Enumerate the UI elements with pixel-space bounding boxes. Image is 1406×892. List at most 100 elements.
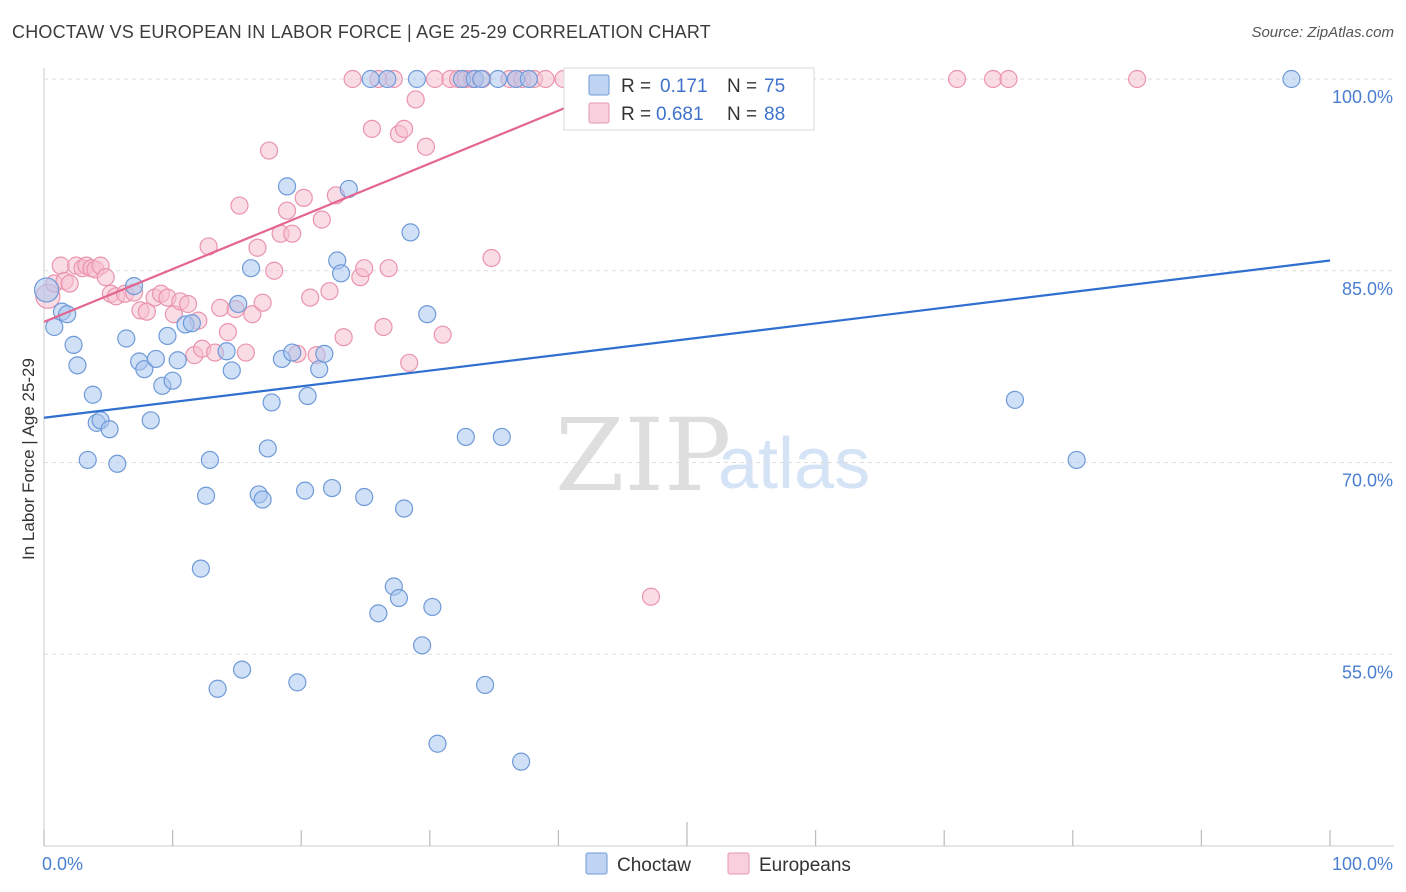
europeans-point xyxy=(362,119,382,138)
choctaw-points xyxy=(33,69,1301,771)
choctaw-point xyxy=(369,604,388,623)
choctaw-point xyxy=(418,305,437,324)
choctaw-point xyxy=(1282,69,1301,89)
europeans-point xyxy=(253,293,272,312)
europeans-point xyxy=(536,69,555,89)
europeans-point xyxy=(425,69,445,89)
europeans-point xyxy=(96,268,115,287)
choctaw-point xyxy=(456,427,475,447)
choctaw-point xyxy=(83,385,102,404)
europeans-point xyxy=(243,305,262,324)
choctaw-point xyxy=(512,752,531,771)
choctaw-point xyxy=(492,427,511,447)
choctaw-point xyxy=(168,351,187,370)
legend-r-label-europeans: R = xyxy=(621,104,651,125)
series-legend: Choctaw Europeans xyxy=(585,852,851,876)
europeans-point xyxy=(406,90,425,109)
choctaw-point xyxy=(200,450,219,470)
choctaw-point xyxy=(355,487,374,507)
source-label: Source: ZipAtlas.com xyxy=(1251,24,1394,41)
choctaw-point xyxy=(488,69,508,89)
europeans-point xyxy=(999,69,1018,89)
choctaw-point xyxy=(141,411,160,430)
europeans-point xyxy=(379,259,398,278)
europeans-point xyxy=(283,224,302,243)
choctaw-point xyxy=(428,734,447,753)
europeans-point xyxy=(394,119,414,138)
europeans-point xyxy=(236,343,256,362)
chart-title: CHOCTAW VS EUROPEAN IN LABOR FORCE | AGE… xyxy=(12,22,711,42)
x-tick-label-min: 0.0% xyxy=(42,854,83,874)
choctaw-point xyxy=(475,675,495,695)
y-tick-label-70: 70.0% xyxy=(1342,471,1393,491)
legend-r-value-europeans: 0.681 xyxy=(656,104,704,125)
europeans-point xyxy=(343,69,362,89)
europeans-points xyxy=(35,69,1147,606)
choctaw-point xyxy=(196,486,216,505)
choctaw-point xyxy=(423,597,442,617)
choctaw-point xyxy=(1005,390,1025,409)
europeans-point xyxy=(947,69,967,89)
choctaw-point xyxy=(262,393,281,412)
legend-n-label-europeans: N = xyxy=(727,104,757,125)
choctaw-point xyxy=(315,344,334,363)
bottom-legend-swatch-europeans xyxy=(727,852,750,875)
legend-n-value-europeans: 88 xyxy=(764,104,785,125)
choctaw-point xyxy=(519,69,538,89)
legend-swatch-choctaw xyxy=(588,74,610,96)
choctaw-point xyxy=(33,277,60,303)
y-tick-label-85: 85.0% xyxy=(1342,279,1393,299)
choctaw-point xyxy=(277,177,297,196)
europeans-point xyxy=(60,274,79,293)
legend-n-label-choctaw: N = xyxy=(727,76,757,97)
choctaw-point xyxy=(146,349,165,369)
choctaw-point xyxy=(288,673,307,692)
legend-n-value-choctaw: 75 xyxy=(764,76,785,97)
y-axis-tick-labels: 100.0% 85.0% 70.0% 55.0% xyxy=(1332,87,1393,682)
choctaw-point xyxy=(64,335,83,354)
choctaw-point xyxy=(208,679,227,698)
y-tick-label-55: 55.0% xyxy=(1342,662,1393,682)
choctaw-point xyxy=(68,356,87,375)
choctaw-point xyxy=(135,360,154,379)
correlation-legend: R = 0.171 N = 75 R = 0.681 N = 88 xyxy=(563,67,815,131)
choctaw-point xyxy=(232,660,252,679)
europeans-point xyxy=(983,69,1003,89)
bottom-legend-label-europeans: Europeans xyxy=(759,855,851,876)
choctaw-point xyxy=(158,326,177,346)
x-tick-label-max: 100.0% xyxy=(1332,854,1393,874)
grid-lines xyxy=(44,78,1394,655)
y-axis-label: In Labor Force | Age 25-29 xyxy=(19,358,38,560)
europeans-point xyxy=(178,294,198,314)
europeans-point xyxy=(259,141,279,160)
choctaw-point xyxy=(472,69,491,89)
legend-r-value-choctaw: 0.171 xyxy=(660,76,708,97)
europeans-point xyxy=(211,298,230,317)
choctaw-trend-line xyxy=(43,259,1331,419)
europeans-trend-line xyxy=(43,77,636,323)
choctaw-point xyxy=(283,343,302,362)
choctaw-point xyxy=(322,478,342,498)
europeans-point xyxy=(320,282,339,301)
europeans-point xyxy=(433,325,452,344)
choctaw-point xyxy=(163,371,182,390)
watermark-atlas: atlas xyxy=(718,424,870,504)
choctaw-point xyxy=(412,636,432,655)
choctaw-point xyxy=(407,69,427,89)
choctaw-point xyxy=(389,588,409,608)
europeans-point xyxy=(294,188,313,207)
choctaw-point xyxy=(253,490,272,509)
choctaw-point xyxy=(78,450,97,470)
choctaw-point xyxy=(378,69,397,89)
choctaw-point xyxy=(258,439,277,458)
choctaw-point xyxy=(117,329,136,348)
choctaw-point xyxy=(241,259,261,278)
europeans-point xyxy=(230,196,249,215)
europeans-point xyxy=(277,201,297,220)
europeans-point xyxy=(641,587,661,606)
watermark-zip: ZIP xyxy=(555,397,731,514)
europeans-point xyxy=(265,261,284,280)
europeans-point xyxy=(301,288,320,307)
choctaw-point xyxy=(191,559,210,578)
